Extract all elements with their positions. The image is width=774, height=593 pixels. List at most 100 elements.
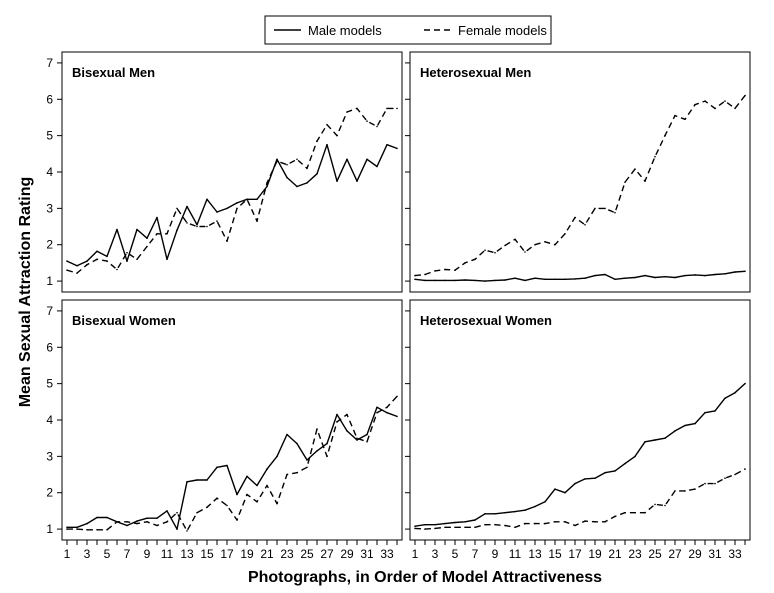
data-point-female-models — [564, 233, 566, 235]
data-point-female-models — [464, 262, 466, 264]
data-point-female-models — [246, 493, 248, 496]
panel-frame — [61, 51, 403, 293]
data-point-female-models — [674, 490, 676, 492]
x-tick-label: 15 — [548, 547, 562, 561]
data-point-male-models — [136, 228, 138, 231]
data-point-male-models — [694, 274, 696, 276]
data-point-male-models — [206, 479, 208, 481]
data-point-female-models — [166, 233, 168, 235]
data-point-male-models — [464, 279, 466, 281]
data-point-male-models — [474, 519, 476, 521]
data-point-male-models — [226, 207, 228, 210]
data-point-female-models — [424, 528, 426, 530]
panel-title: Heterosexual Men — [420, 65, 531, 80]
data-point-male-models — [216, 466, 218, 469]
data-point-male-models — [554, 488, 556, 490]
x-tick-label: 21 — [260, 547, 274, 561]
data-point-male-models — [724, 397, 726, 400]
data-point-male-models — [474, 279, 476, 282]
data-point-male-models — [96, 250, 98, 253]
x-tick-label: 31 — [708, 547, 722, 561]
data-point-male-models — [614, 470, 616, 472]
x-tick-label: 19 — [240, 547, 254, 561]
data-point-female-models — [236, 519, 238, 521]
data-point-female-models — [484, 523, 486, 526]
data-point-male-models — [346, 430, 348, 432]
data-point-female-models — [96, 258, 98, 261]
data-point-female-models — [316, 428, 318, 430]
data-point-female-models — [544, 241, 546, 243]
y-tick-label: 4 — [46, 413, 53, 427]
data-point-male-models — [366, 158, 368, 161]
data-point-female-models — [504, 524, 506, 527]
data-point-male-models — [276, 455, 278, 458]
data-point-female-models — [346, 413, 348, 416]
data-point-male-models — [176, 528, 178, 530]
data-point-female-models — [684, 490, 686, 492]
data-point-male-models — [414, 278, 416, 281]
data-point-female-models — [156, 524, 158, 527]
data-point-male-models — [524, 509, 526, 512]
data-point-male-models — [434, 523, 436, 526]
data-point-female-models — [226, 504, 228, 507]
data-point-female-models — [66, 528, 68, 530]
data-point-female-models — [634, 168, 636, 170]
data-point-female-models — [226, 240, 228, 242]
data-point-female-models — [286, 473, 288, 476]
x-axis-title: Photographs, in Order of Model Attractiv… — [248, 569, 602, 586]
data-point-male-models — [76, 526, 78, 529]
data-point-female-models — [484, 249, 486, 251]
data-point-female-models — [146, 245, 148, 248]
y-tick-label: 6 — [46, 92, 53, 106]
data-point-female-models — [356, 437, 358, 440]
x-tick-label: 9 — [492, 547, 499, 561]
data-point-female-models — [554, 243, 556, 246]
data-point-male-models — [484, 280, 486, 282]
y-tick-label: 3 — [46, 201, 53, 215]
data-point-female-models — [276, 502, 278, 505]
data-point-male-models — [256, 484, 258, 487]
data-point-female-models — [624, 511, 626, 514]
data-point-male-models — [664, 275, 666, 278]
data-point-male-models — [494, 513, 496, 515]
data-point-male-models — [66, 260, 68, 262]
data-point-female-models — [534, 522, 536, 525]
data-point-female-models — [614, 515, 616, 518]
data-point-female-models — [306, 466, 308, 469]
data-point-female-models — [604, 207, 606, 210]
data-point-female-models — [524, 251, 526, 253]
data-point-male-models — [424, 523, 426, 526]
data-point-male-models — [574, 482, 576, 485]
data-point-male-models — [136, 520, 138, 522]
data-point-female-models — [286, 163, 288, 166]
data-point-male-models — [564, 278, 566, 281]
panel-frame — [61, 299, 403, 541]
data-point-female-models — [76, 272, 78, 274]
data-point-male-models — [744, 382, 746, 385]
data-point-female-models — [376, 125, 378, 128]
x-tick-label: 21 — [608, 547, 622, 561]
data-point-male-models — [186, 481, 188, 483]
data-point-male-models — [326, 143, 328, 146]
data-point-male-models — [544, 278, 546, 281]
data-point-female-models — [574, 216, 576, 219]
data-point-female-models — [524, 522, 526, 525]
data-point-male-models — [684, 424, 686, 427]
data-point-female-models — [116, 521, 118, 523]
data-point-female-models — [734, 107, 736, 110]
y-tick-label: 3 — [46, 449, 53, 463]
data-point-female-models — [714, 107, 716, 110]
data-point-female-models — [326, 455, 328, 458]
data-point-female-models — [674, 114, 676, 117]
x-tick-label: 33 — [380, 547, 394, 561]
data-point-female-models — [694, 488, 696, 490]
data-point-female-models — [684, 118, 686, 121]
data-point-female-models — [554, 521, 556, 523]
data-point-female-models — [196, 225, 198, 228]
data-point-female-models — [346, 111, 348, 113]
data-point-female-models — [216, 220, 218, 222]
data-point-male-models — [614, 278, 616, 281]
x-tick-label: 25 — [648, 547, 662, 561]
